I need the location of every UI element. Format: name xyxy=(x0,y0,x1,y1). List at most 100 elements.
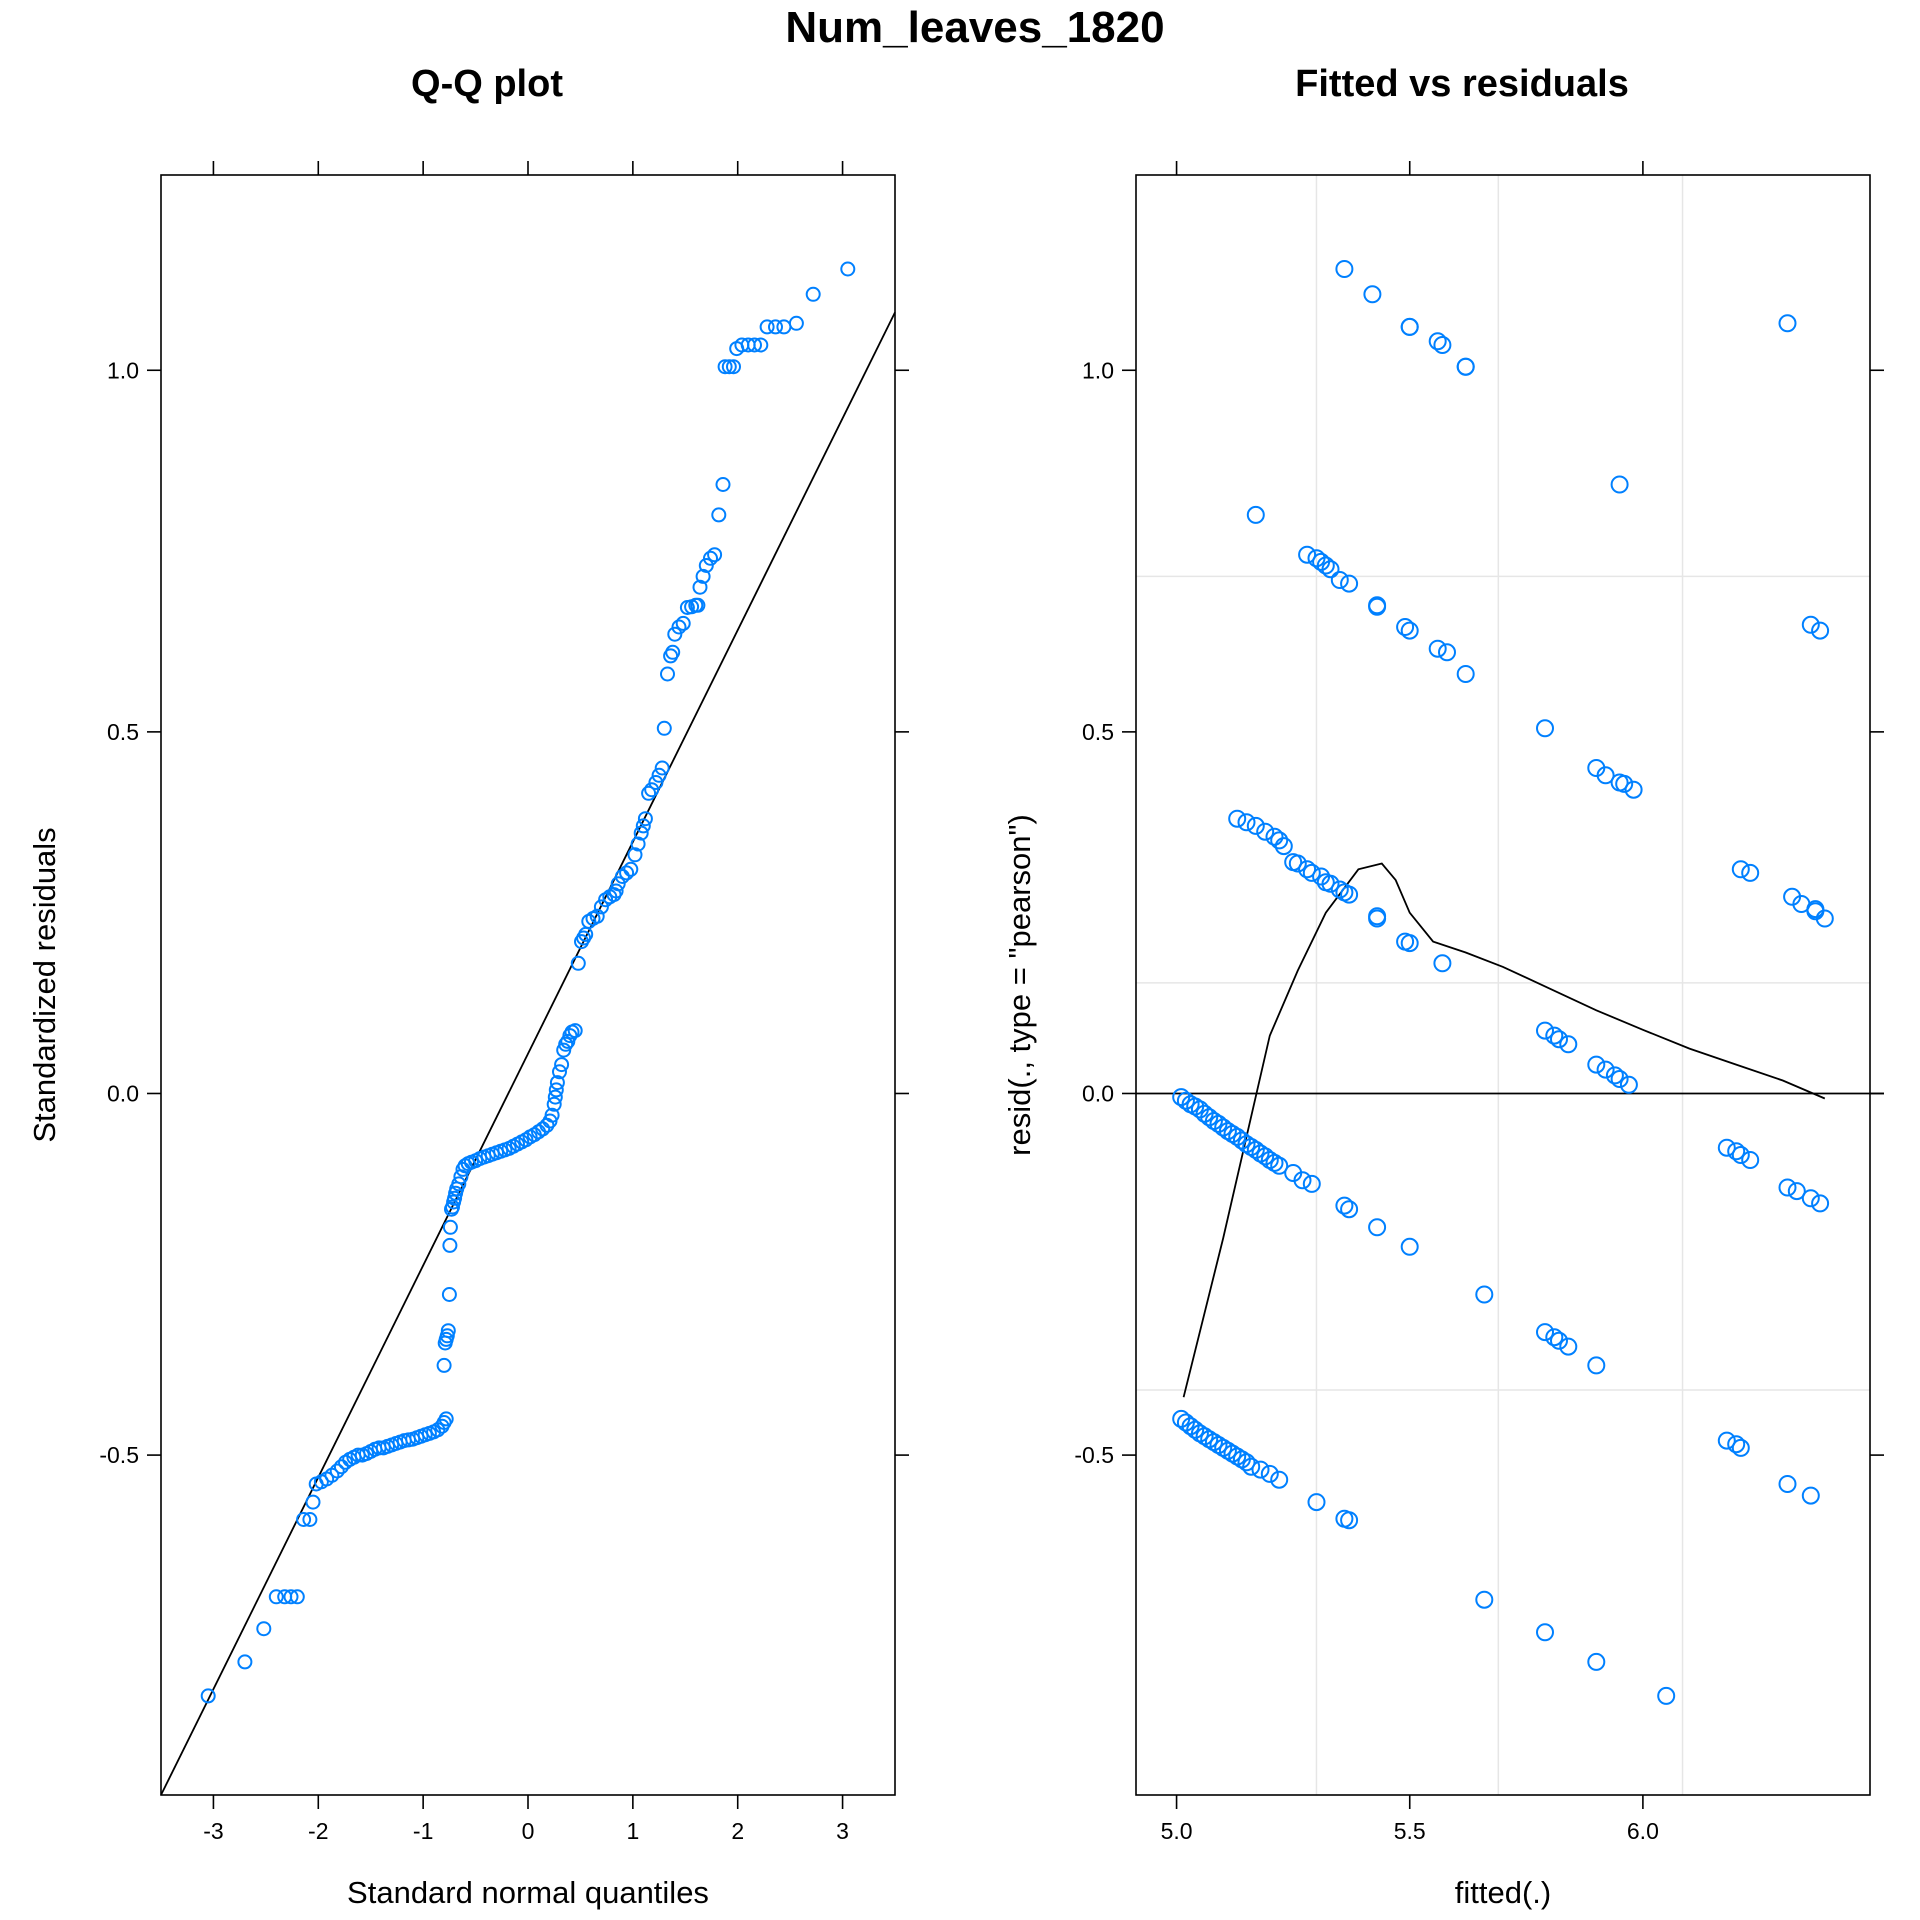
fr-data-point xyxy=(1536,1623,1554,1642)
qq-data-point xyxy=(547,1089,563,1105)
qq-plot-frame xyxy=(160,174,896,1796)
qq-data-point xyxy=(558,1036,574,1052)
fr-data-point xyxy=(1536,719,1554,738)
fr-data-point xyxy=(1396,618,1415,636)
fr-data-point xyxy=(1260,1151,1279,1169)
qq-data-point xyxy=(644,782,660,798)
fr-x-tick-label: 6.0 xyxy=(1627,1818,1659,1844)
qq-data-point xyxy=(707,547,723,563)
qq-data-point xyxy=(747,337,762,353)
fr-data-point xyxy=(1727,1142,1746,1161)
fr-y-tick-label: -0.5 xyxy=(1074,1442,1114,1468)
fr-data-point xyxy=(1218,1122,1237,1141)
fr-data-point xyxy=(1559,1035,1578,1054)
qq-data-point xyxy=(544,1107,560,1123)
qq-data-point xyxy=(805,286,821,302)
qq-data-point xyxy=(695,568,711,584)
fr-data-point xyxy=(1778,1178,1797,1197)
fr-data-point xyxy=(1624,780,1643,799)
qq-data-point xyxy=(633,825,649,841)
fr-data-point xyxy=(1237,813,1256,832)
qq-data-point xyxy=(660,666,675,682)
qq-data-point xyxy=(442,1219,458,1235)
fitted-residuals-title: Fitted vs residuals xyxy=(1295,63,1629,105)
fr-data-point xyxy=(1438,643,1456,662)
fr-data-point xyxy=(1321,874,1340,893)
qq-data-point xyxy=(711,507,727,523)
fr-reference-lines xyxy=(1136,862,1884,1398)
fr-data-point xyxy=(1251,1460,1270,1479)
qq-data-point xyxy=(651,767,667,783)
qq-data-point xyxy=(721,359,737,375)
qq-data-point xyxy=(440,1323,456,1339)
qq-data-point xyxy=(648,775,664,790)
qq-data-point xyxy=(619,865,635,881)
fr-data-point xyxy=(1246,1140,1265,1159)
fr-data-point xyxy=(1559,1337,1578,1356)
fr-data-point xyxy=(1204,1112,1223,1130)
fr-x-axis-label: fitted(.) xyxy=(1455,1875,1551,1910)
fr-data-point xyxy=(1293,1171,1312,1190)
qq-y-axis-label: Standardized residuals xyxy=(27,827,62,1142)
fr-data-point xyxy=(1265,1153,1284,1172)
qq-data-point xyxy=(296,1512,312,1527)
fitted-residuals-panel: Fitted vs residuals 5.0 5.5 6.0 -0.5 0.0 0.5 1… xyxy=(1002,63,1884,1910)
fr-data-point xyxy=(1536,1323,1554,1342)
fr-data-point xyxy=(1801,1486,1820,1505)
qq-data-point xyxy=(610,876,626,892)
fr-data-point xyxy=(1456,665,1475,683)
qq-y-tick-label: -0.5 xyxy=(99,1442,139,1468)
fr-data-point xyxy=(1270,1156,1289,1175)
fr-data-point xyxy=(1475,1590,1494,1609)
fr-data-point xyxy=(1302,863,1321,882)
qq-y-tick-label: 0.5 xyxy=(107,719,139,745)
qq-data-point xyxy=(768,319,783,335)
fr-y-tick-label: 0.5 xyxy=(1082,719,1114,745)
fr-data-point xyxy=(1587,1356,1606,1375)
qq-data-point xyxy=(665,644,681,660)
fr-data-point xyxy=(1400,317,1419,336)
qq-data-point xyxy=(717,359,733,375)
fr-data-point xyxy=(1246,816,1265,835)
fr-data-point xyxy=(1246,505,1265,524)
qq-data-point xyxy=(436,1357,452,1373)
fr-data-point xyxy=(1801,615,1820,634)
qq-data-point xyxy=(715,477,731,492)
qq-data-point xyxy=(667,626,683,642)
fr-y-axis-label: resid(., type = "pearson") xyxy=(1002,814,1037,1156)
fr-data-point xyxy=(1270,831,1289,850)
fr-data-point xyxy=(1302,1174,1321,1193)
fr-data-point xyxy=(1195,1427,1214,1446)
fr-data-point xyxy=(1200,1430,1219,1449)
qq-data-point xyxy=(671,619,687,635)
qq-data-point xyxy=(623,861,639,877)
qq-data-point xyxy=(289,1589,305,1605)
fr-data-point xyxy=(1545,1328,1564,1347)
fr-data-point xyxy=(1550,1331,1568,1350)
qq-data-point xyxy=(552,1064,567,1080)
fr-data-point xyxy=(1298,545,1317,564)
fr-data-point xyxy=(1433,954,1452,973)
fr-data-point xyxy=(1190,1424,1209,1443)
fr-data-point xyxy=(1619,1075,1638,1094)
fr-data-point xyxy=(1475,1285,1494,1304)
qq-data-point xyxy=(776,319,792,335)
fr-data-point xyxy=(1550,1030,1568,1049)
fr-data-point xyxy=(1335,1196,1354,1215)
fr-data-point xyxy=(1340,1200,1359,1219)
fr-x-tick-label: 5.0 xyxy=(1161,1818,1193,1844)
fr-data-point xyxy=(1811,621,1830,640)
qq-reference-lines xyxy=(160,312,896,1796)
qq-x-tick-label: 0 xyxy=(522,1818,535,1844)
qq-data-point xyxy=(451,1176,467,1192)
fr-data-point xyxy=(1615,774,1634,793)
qq-data-point xyxy=(690,597,706,613)
qq-data-point xyxy=(305,1494,321,1510)
fr-data-point xyxy=(1335,260,1354,278)
fr-data-point xyxy=(1727,1435,1746,1454)
fr-data-point xyxy=(1456,357,1475,376)
qq-data-point xyxy=(759,319,775,335)
fr-data-point xyxy=(1801,1189,1820,1208)
fr-data-point xyxy=(1274,837,1293,856)
qq-data-point xyxy=(753,337,769,353)
